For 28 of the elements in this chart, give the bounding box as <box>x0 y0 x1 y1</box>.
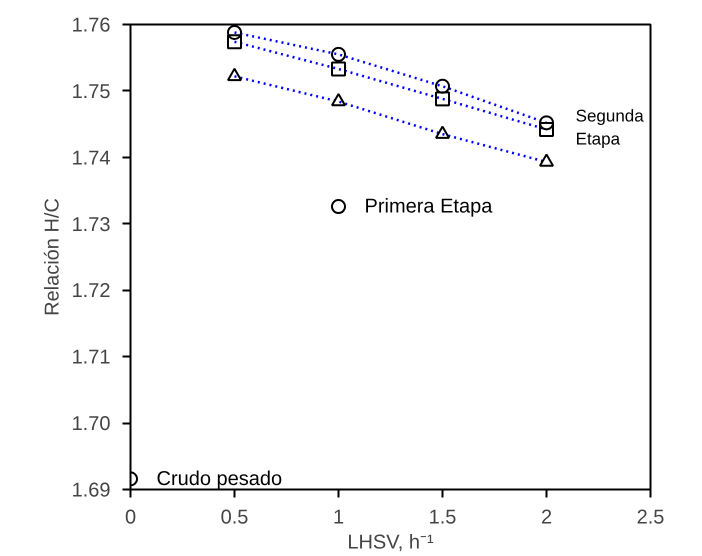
y-tick-label: 1.71 <box>72 346 111 369</box>
y-tick-label: 1.74 <box>72 147 111 170</box>
point <box>227 24 242 40</box>
y-tick-label: 1.70 <box>72 413 111 436</box>
x-tick-label: 0.5 <box>220 506 248 528</box>
y-axis-title: Relación H/C <box>42 198 64 316</box>
point <box>331 199 346 214</box>
point <box>331 62 346 77</box>
x-tick-label: 1.5 <box>428 506 456 528</box>
annotation: Crudo pesado <box>156 468 282 490</box>
point <box>435 78 450 94</box>
point <box>435 91 450 106</box>
point <box>539 122 554 137</box>
annotation: Primera Etapa <box>364 196 494 218</box>
point <box>227 34 242 50</box>
annotation: Segunda Etapa <box>576 106 644 148</box>
x-tick-label: 0 <box>124 506 136 528</box>
y-tick-label: 1.69 <box>72 480 111 502</box>
y-tick-label: 1.72 <box>72 280 111 302</box>
x-tick-label: 2.5 <box>636 506 664 528</box>
x-axis-title: LHSV, h⁻¹ <box>347 532 434 554</box>
x-tick-label: 2 <box>540 506 552 528</box>
x-tick-label: 1 <box>332 506 344 528</box>
point <box>539 115 554 130</box>
y-tick-label: 1.73 <box>72 214 111 236</box>
y-tick-label: 1.76 <box>72 14 111 36</box>
y-tick-label: 1.75 <box>72 80 111 103</box>
point <box>331 46 346 62</box>
